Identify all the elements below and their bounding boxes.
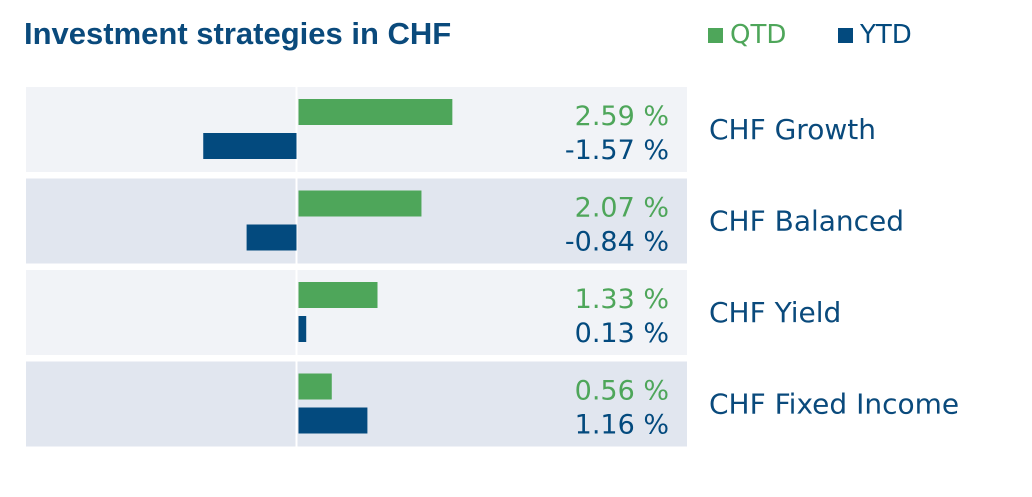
bar-ytd — [298, 316, 307, 342]
legend-qtd-swatch — [708, 28, 723, 43]
category-label: CHF Fixed Income — [709, 388, 959, 421]
value-label-ytd: 1.16 % — [575, 410, 669, 441]
value-label-ytd: -0.84 % — [565, 227, 669, 258]
value-label-qtd: 2.59 % — [575, 101, 669, 132]
bar-qtd — [298, 282, 378, 308]
value-label-ytd: 0.13 % — [575, 318, 669, 349]
bar-ytd — [203, 133, 297, 159]
legend-ytd-label: YTD — [859, 20, 912, 50]
legend-ytd-swatch — [838, 28, 853, 43]
bar-qtd — [298, 190, 422, 217]
category-label: CHF Growth — [709, 113, 876, 146]
bar-ytd — [246, 224, 297, 251]
value-label-qtd: 1.33 % — [575, 284, 669, 315]
bar-qtd — [298, 99, 453, 125]
value-label-qtd: 2.07 % — [575, 193, 669, 224]
legend-qtd-label: QTD — [730, 20, 786, 50]
chart-rows: 2.59 %-1.57 % CHF Growth 2.07 %-0.84 % CHF … — [26, 87, 959, 447]
value-label-ytd: -1.57 % — [565, 135, 669, 166]
value-label-qtd: 0.56 % — [575, 376, 669, 407]
category-label: CHF Balanced — [709, 205, 904, 238]
category-label: CHF Yield — [709, 296, 841, 329]
bar-ytd — [298, 407, 368, 434]
bar-qtd — [298, 373, 332, 400]
chart-title: Investment strategies in CHF — [24, 16, 451, 51]
